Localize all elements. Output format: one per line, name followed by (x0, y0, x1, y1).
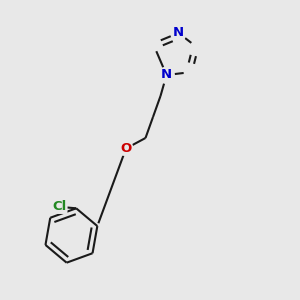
Text: O: O (120, 142, 132, 155)
Text: N: N (173, 26, 184, 40)
Text: Cl: Cl (52, 200, 67, 213)
Text: N: N (161, 68, 172, 82)
